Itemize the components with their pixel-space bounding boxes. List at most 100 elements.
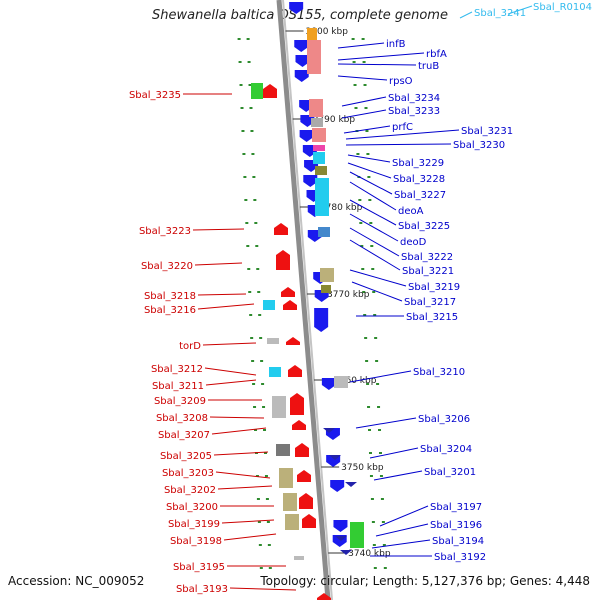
gene-label: prfC — [392, 122, 413, 133]
ring-tick — [352, 61, 356, 63]
ring-tick — [268, 567, 272, 569]
gene-label: Sbal_3219 — [408, 282, 460, 293]
label-leader — [229, 587, 297, 591]
label-leader — [349, 269, 407, 287]
gene-label: Sbal_3218 — [144, 291, 196, 302]
ring-tick — [249, 107, 253, 109]
gene-label: Sbal_3212 — [151, 364, 203, 375]
label-leader — [355, 417, 417, 429]
ring-tick — [362, 291, 366, 293]
ring-tick — [367, 176, 371, 178]
gene-label: Sbal_3197 — [430, 502, 482, 513]
gene-label: Sbal_R0104 — [533, 2, 592, 13]
ring-tick — [369, 475, 373, 477]
gene-label: Sbal_3235 — [129, 90, 181, 101]
genome-backbone-edge — [282, 0, 333, 600]
feature-box — [276, 444, 290, 456]
ring-tick — [258, 544, 262, 546]
ring-tick — [368, 199, 372, 201]
reverse-gene-arrow — [283, 300, 297, 310]
reverse-gene-arrow — [299, 493, 313, 509]
ring-tick — [378, 452, 382, 454]
gene-label: Sbal_3216 — [144, 305, 196, 316]
gene-label: rbfA — [426, 49, 447, 60]
gene-label: Sbal_3206 — [418, 414, 470, 425]
forward-gene-arrow — [321, 378, 336, 390]
ring-tick — [361, 268, 365, 270]
ring-tick — [259, 337, 263, 339]
label-leader — [211, 427, 267, 435]
reverse-gene-arrow — [274, 223, 288, 235]
scale-label: 3790 kbp — [313, 115, 356, 125]
gene-label: Sbal_3231 — [461, 126, 513, 137]
gene-label: rpsO — [389, 76, 413, 87]
ring-tick — [381, 521, 385, 523]
gene-label: Sbal_3209 — [154, 396, 206, 407]
gene-label: Sbal_3220 — [141, 261, 193, 272]
gene-label: torD — [179, 341, 201, 352]
forward-gene-arrow — [289, 2, 304, 14]
label-leader — [375, 523, 429, 537]
feature-box — [269, 367, 281, 377]
label-leader — [345, 129, 460, 140]
gene-label: Sbal_3229 — [392, 158, 444, 169]
label-leader — [343, 125, 391, 134]
ring-tick — [354, 107, 358, 109]
gene-label: Sbal_3196 — [430, 520, 482, 531]
feature-box — [272, 396, 286, 418]
ring-tick — [366, 383, 370, 385]
ring-tick — [373, 314, 377, 316]
label-leader — [192, 228, 245, 231]
ring-tick — [242, 153, 246, 155]
label-leader — [351, 281, 403, 302]
ring-tick — [266, 521, 270, 523]
ring-tick — [380, 498, 384, 500]
ring-tick — [240, 107, 244, 109]
label-leader — [209, 416, 265, 419]
gene-label: Sbal_3217 — [404, 297, 456, 308]
gene-label: Sbal_3225 — [398, 221, 450, 232]
label-leader — [217, 485, 273, 490]
label-leader — [215, 471, 271, 479]
label-leader — [197, 303, 255, 310]
ring-tick — [362, 61, 366, 63]
ring-tick — [358, 199, 362, 201]
ring-tick — [370, 498, 374, 500]
forward-gene-arrow — [333, 520, 348, 532]
ring-tick — [376, 383, 380, 385]
reverse-gene-arrow — [281, 287, 295, 297]
ring-tick — [363, 314, 367, 316]
forward-gene-arrow — [323, 428, 335, 433]
feature-box — [318, 227, 330, 237]
forward-gene-arrow — [294, 40, 309, 52]
ring-tick — [239, 84, 243, 86]
gene-label: Sbal_3193 — [176, 584, 228, 595]
ring-tick — [251, 153, 255, 155]
ring-tick — [247, 61, 251, 63]
ring-tick — [263, 429, 267, 431]
feature-box — [312, 128, 326, 142]
label-leader — [341, 96, 387, 107]
ring-tick — [364, 107, 368, 109]
label-leader — [459, 11, 473, 19]
ring-tick — [371, 521, 375, 523]
ring-tick — [247, 268, 251, 270]
label-leader — [197, 293, 247, 296]
gene-label: truB — [418, 61, 439, 72]
ring-tick — [377, 406, 381, 408]
feature-box — [315, 166, 327, 175]
forward-gene-arrow — [330, 480, 345, 492]
ring-tick — [367, 406, 371, 408]
ring-tick — [356, 153, 360, 155]
ring-tick — [252, 383, 256, 385]
ring-tick — [238, 61, 242, 63]
gene-label: Sbal_3241 — [474, 8, 526, 19]
label-leader — [349, 239, 401, 271]
ring-tick — [252, 176, 256, 178]
reverse-gene-arrow — [276, 250, 290, 270]
gene-label: Sbal_3205 — [160, 451, 212, 462]
feature-box — [307, 40, 321, 74]
label-leader — [379, 505, 429, 527]
ring-tick — [267, 544, 271, 546]
